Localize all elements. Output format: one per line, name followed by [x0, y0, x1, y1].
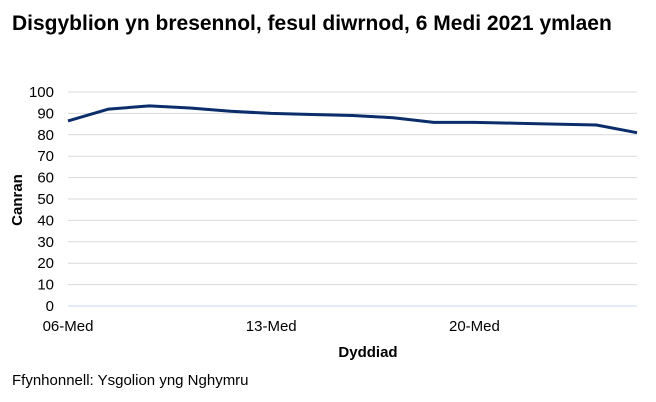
y-axis-title: Canran: [9, 174, 26, 226]
y-tick-label: 40: [37, 212, 54, 229]
y-tick-label: 90: [37, 105, 54, 122]
y-tick-label: 70: [37, 148, 54, 165]
x-tick-label: 06-Med: [43, 318, 94, 335]
y-tick-label: 80: [37, 127, 54, 144]
x-tick-label: 13-Med: [246, 318, 297, 335]
x-axis-ticks: 06-Med 13-Med 20-Med: [43, 318, 500, 335]
y-tick-label: 100: [29, 84, 54, 101]
attendance-line: [67, 104, 638, 135]
chart-title: Disgyblion yn bresennol, fesul diwrnod, …: [12, 12, 612, 35]
x-axis-title: Dyddiad: [338, 344, 397, 361]
y-tick-label: 20: [37, 255, 54, 272]
y-tick-label: 30: [37, 234, 54, 251]
y-axis-ticks: 0 10 20 30 40 50 60 70 80 90 100: [29, 84, 54, 315]
source-note: Ffynhonnell: Ysgolion yng Nghymru: [12, 372, 249, 389]
y-tick-label: 0: [46, 298, 54, 315]
gridlines: [68, 91, 637, 307]
y-tick-label: 10: [37, 277, 54, 294]
y-tick-label: 50: [37, 191, 54, 208]
x-tick-label: 20-Med: [449, 318, 500, 335]
y-tick-label: 60: [37, 170, 54, 187]
